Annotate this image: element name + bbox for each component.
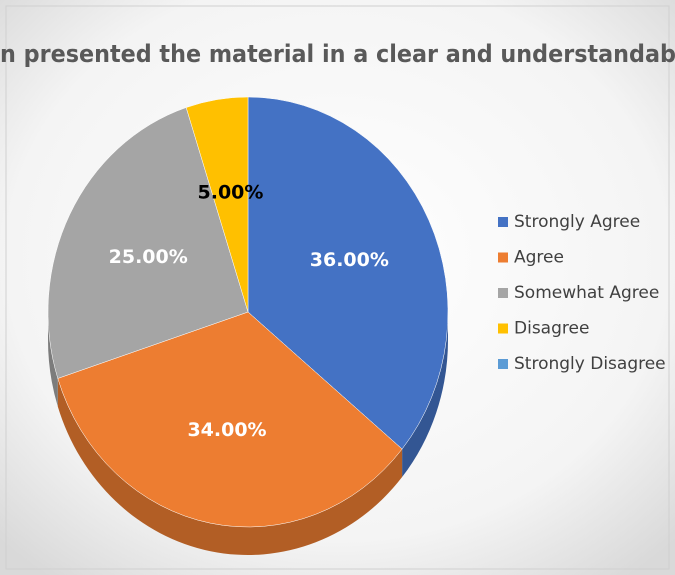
slice: [185, 96, 249, 313]
legend-swatch: [498, 288, 508, 298]
chart-border: [5, 5, 670, 570]
legend-label: Disagree: [514, 319, 589, 339]
data-label: 5.00%: [198, 182, 264, 204]
slice-side: [48, 312, 58, 407]
legend-label: Strongly Agree: [514, 212, 640, 232]
slice-side: [402, 312, 448, 478]
legend-label: Strongly Disagree: [514, 354, 666, 374]
legend-label: Somewhat Agree: [514, 283, 659, 303]
data-label: 34.00%: [187, 419, 266, 441]
legend-swatch: [498, 252, 508, 263]
slice-side: [57, 378, 403, 555]
data-label: 36.00%: [310, 249, 389, 271]
slice: [47, 107, 249, 379]
legend-swatch: [498, 323, 508, 334]
legend-swatch: [498, 359, 508, 369]
slice: [57, 311, 403, 528]
chart-title: n presented the material in a clear and …: [0, 40, 675, 68]
data-label: 25.00%: [109, 246, 188, 268]
legend: Strongly Agree Agree Somewhat Agree Disagre…: [498, 212, 666, 374]
pie: 36.00% 34.00% 25.00% 5.00%: [47, 96, 449, 555]
legend-label: Agree: [514, 248, 564, 268]
legend-swatch: [498, 217, 508, 227]
slice: [247, 96, 449, 450]
